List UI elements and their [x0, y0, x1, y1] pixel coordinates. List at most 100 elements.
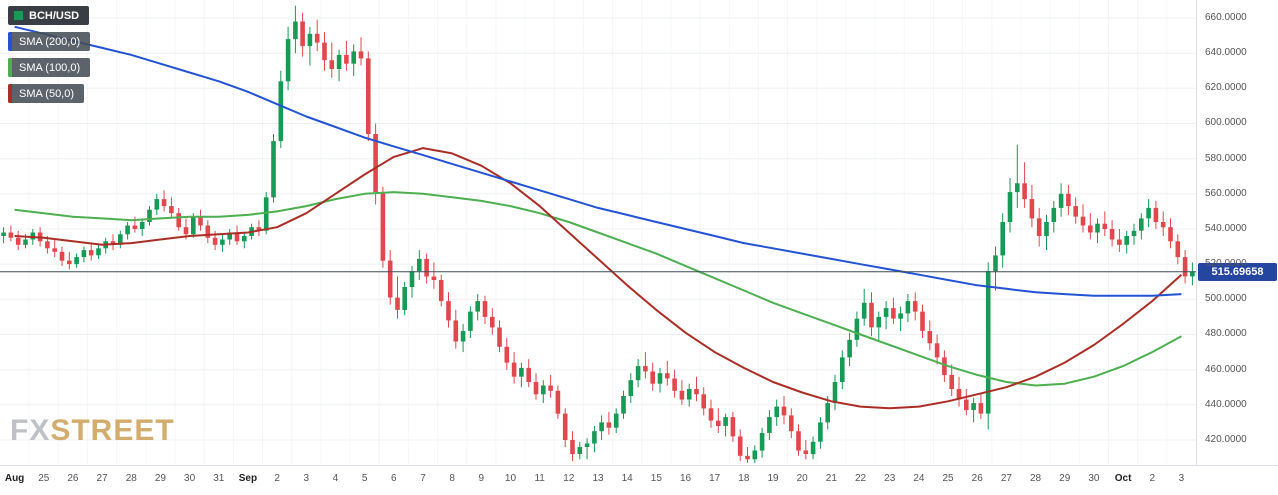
- x-axis-label: 19: [767, 473, 779, 484]
- candle: [548, 374, 553, 398]
- x-axis-label: 2: [1149, 473, 1156, 484]
- legend-sma-50[interactable]: SMA (50,0): [8, 84, 85, 103]
- candle: [169, 197, 174, 219]
- candle: [453, 309, 459, 349]
- sma-line-2: [14, 147, 1183, 410]
- candle: [730, 411, 736, 442]
- candle: [387, 250, 393, 305]
- candle: [789, 408, 794, 439]
- candle: [424, 253, 429, 284]
- candle: [300, 12, 305, 57]
- candle: [497, 320, 502, 353]
- legend-sma-100[interactable]: SMA (100,0): [8, 58, 91, 77]
- sma-200-label: SMA (200,0): [19, 35, 81, 48]
- candle: [934, 334, 940, 365]
- x-axis-label: 12: [563, 473, 575, 484]
- candle: [351, 44, 356, 76]
- candle: [1044, 214, 1049, 251]
- candle: [314, 19, 320, 52]
- candle: [679, 380, 685, 405]
- candle: [650, 362, 655, 391]
- candle: [628, 373, 634, 404]
- candle: [1124, 230, 1129, 254]
- candle: [1160, 211, 1166, 236]
- candle: [482, 295, 488, 324]
- chart-plot-area[interactable]: [0, 0, 1196, 465]
- candle: [621, 390, 626, 419]
- candle: [781, 396, 787, 425]
- candle: [716, 408, 721, 433]
- candle: [511, 352, 517, 384]
- candle: [460, 323, 466, 353]
- x-axis-label: 3: [1178, 473, 1185, 484]
- candle: [358, 37, 364, 66]
- candle: [985, 262, 991, 430]
- x-axis-label: 27: [1000, 473, 1012, 484]
- candle: [438, 274, 444, 307]
- candle: [723, 413, 728, 437]
- x-axis-label: 10: [504, 473, 517, 484]
- candle: [176, 207, 181, 231]
- candle: [635, 359, 641, 388]
- candle: [1146, 199, 1151, 228]
- candle: [227, 229, 232, 245]
- candle: [1066, 185, 1071, 215]
- candle: [737, 429, 743, 462]
- candle: [978, 392, 984, 419]
- candle: [752, 445, 758, 463]
- x-axis-label: 11: [534, 473, 545, 484]
- candle: [139, 218, 145, 236]
- candle: [161, 190, 167, 212]
- candle: [307, 26, 313, 66]
- x-axis-label: Sep: [238, 473, 258, 484]
- x-axis-label: 29: [154, 473, 166, 484]
- price-axis[interactable]: 515.69658 660.0000 640.0000 620.0000 600.00…: [1196, 0, 1278, 465]
- legend: BCH/USD SMA (200,0) SMA (100,0) SMA (50,…: [8, 6, 91, 110]
- x-axis-label: 13: [592, 473, 604, 484]
- candle: [1088, 213, 1093, 240]
- x-axis-label: 7: [420, 473, 426, 484]
- sma-50-color-swatch: [8, 84, 12, 103]
- candle: [964, 389, 969, 416]
- candle: [883, 301, 889, 330]
- candle: [767, 410, 772, 440]
- candle: [810, 436, 816, 460]
- candle: [1182, 250, 1188, 284]
- candle: [912, 292, 918, 321]
- candle: [1168, 218, 1173, 249]
- legend-sma-200[interactable]: SMA (200,0): [8, 32, 91, 51]
- candle: [234, 225, 240, 245]
- candle: [344, 40, 349, 71]
- watermark-fx: FX: [10, 414, 51, 447]
- y-axis-label: 480.0000: [1205, 328, 1247, 340]
- candlestick-series-icon: [14, 11, 23, 20]
- candle: [8, 225, 14, 242]
- candle: [59, 246, 65, 266]
- candle: [1058, 183, 1064, 217]
- candle: [52, 239, 57, 258]
- candles-layer: [1, 5, 1195, 463]
- x-axis-label: 25: [38, 473, 50, 484]
- x-axis-label: 27: [96, 473, 108, 484]
- candle: [504, 338, 510, 370]
- fxstreet-watermark: FXSTREET: [10, 414, 175, 448]
- candle: [562, 408, 568, 447]
- time-axis[interactable]: Aug 25 26 27 28 29 30 31 Sep 2 3 4 5 6 7 8 9 10 11 12 13 14 15…: [0, 465, 1278, 495]
- candle: [708, 399, 714, 428]
- y-axis-label: 600.0000: [1205, 117, 1247, 129]
- candle: [278, 70, 284, 149]
- x-axis-label: 28: [125, 473, 137, 484]
- y-axis-label: 440.0000: [1205, 398, 1247, 410]
- candle: [840, 350, 845, 389]
- legend-symbol[interactable]: BCH/USD: [8, 6, 90, 25]
- candle: [285, 26, 291, 91]
- x-axis-label: 30: [184, 473, 196, 484]
- x-axis-label: 31: [213, 473, 225, 484]
- candle: [1073, 197, 1078, 224]
- candle: [125, 222, 130, 240]
- candle: [657, 367, 663, 393]
- candle: [971, 397, 976, 423]
- chart-plot[interactable]: [0, 0, 1196, 465]
- candle: [584, 438, 590, 460]
- y-axis-label: 520.0000: [1205, 258, 1247, 270]
